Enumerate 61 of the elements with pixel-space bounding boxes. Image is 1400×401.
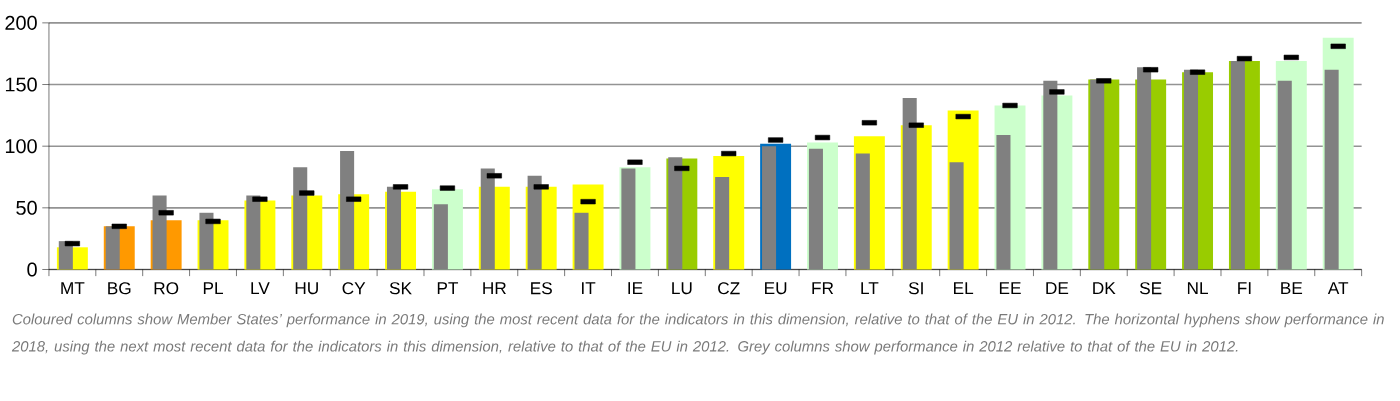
bar [1277,80,1292,270]
bar [855,153,870,270]
bar [1230,61,1245,270]
bar [480,168,495,270]
bar [668,157,683,270]
x-tick-label: SK [389,282,412,295]
x-tick-label: IE [628,282,643,295]
x-tick-label: BE [1281,282,1303,295]
y-tick-label: 100 [5,139,37,154]
bar [386,186,402,270]
bar [246,195,261,270]
bar [1183,69,1199,270]
x-tick-label: MT [61,282,85,295]
x-tick-label: DE [1046,282,1069,295]
x-tick-label: AT [1327,282,1349,295]
x-tick-label: RO [154,282,179,295]
x-tick-label: LU [672,282,692,295]
x-tick-label: SE [1139,282,1162,295]
x-tick-label: FR [812,282,834,295]
x-tick-label: EU [765,282,787,295]
y-tick-label: 0 [27,262,37,277]
x-tick-label: FI [1238,282,1251,295]
x-tick-label: LT [861,282,879,295]
text: Coloured columns show Member States’ performance in 2019, using the most recent data for the indicators in this dimension, relative to that of the EU in 2012. The horizontal hyphens show performance in 2018, using the next most recent data for the indicators in this dimension, relative to that of the EU in 2012. Grey columns show performance in 2012 relative to that of the EU in 2012. [11,313,1384,355]
x-tick-label: SI [908,282,923,295]
bar [949,162,964,270]
bar [152,195,167,270]
x-tick-label: CZ [718,282,740,295]
x-tick-label: LV [251,282,270,295]
bar [902,98,917,270]
x-tick-label: PL [203,282,223,295]
x-tick-label: ES [531,282,552,295]
x-tick-label: NL [1187,282,1208,295]
bar [762,146,777,270]
bar [1043,80,1058,270]
x-tick-label: HR [483,282,506,295]
bar [1137,67,1152,270]
x-tick-label: EL [954,282,974,295]
bar [293,167,308,270]
bar [1090,79,1105,270]
y-tick-label: 50 [16,200,37,215]
x-tick-label: CY [342,282,366,295]
bar [1324,69,1339,270]
bar [621,168,636,270]
bar [574,212,589,270]
x-tick-label: HU [295,282,318,295]
x-tick-label: DK [1093,282,1116,295]
x-tick-label: EE [999,282,1021,295]
x-tick-label: BG [108,282,131,295]
bar [199,212,214,270]
x-tick-label: PT [437,282,459,295]
bar [527,175,542,270]
bar [715,177,730,270]
bar [433,204,448,270]
bar [340,151,355,270]
bar [808,148,823,270]
y-tick-label: 200 [5,15,37,31]
y-tick-label: 150 [5,77,37,92]
x-tick-label: IT [582,282,596,295]
bar [996,135,1011,270]
bar [105,226,120,270]
